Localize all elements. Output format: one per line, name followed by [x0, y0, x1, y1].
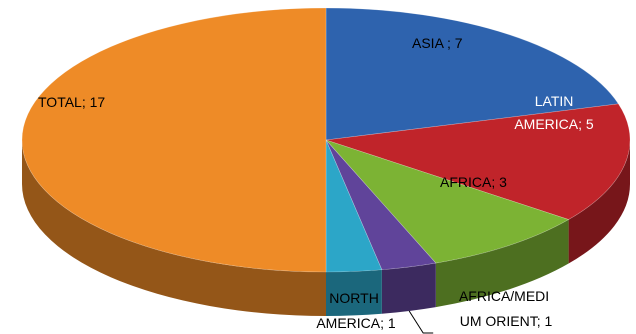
pie-side-africa-medium-orient — [381, 263, 436, 314]
pie-slice-africa-medium-orient — [325, 139, 437, 271]
data-label-north-america: NORTH AMERICA; 1 — [316, 290, 396, 331]
pie-side-north-america — [326, 269, 382, 316]
pie-slice-asia — [325, 7, 619, 141]
data-label-africa-medium-orient: AFRICA/MEDI UM ORIENT; 1 — [459, 288, 553, 329]
pie-side-total — [22, 140, 326, 316]
data-label-latin-america: LATIN AMERICA; 5 — [514, 93, 594, 132]
pie-slice-africa — [325, 139, 570, 264]
data-label-total: TOTAL; 17 — [38, 94, 105, 110]
pie-slice-north-america — [325, 139, 383, 273]
pie-depth-layer — [22, 140, 631, 316]
pie-slice-latin-america — [325, 103, 631, 220]
pie-side-africa — [435, 219, 569, 308]
pie-side-latin-america — [568, 140, 631, 264]
pie-top-layer — [21, 7, 631, 273]
data-label-asia: ASIA ; 7 — [412, 35, 463, 51]
leader-line-africa-medium-orient — [408, 310, 434, 334]
pie-slice-total — [21, 7, 327, 273]
data-label-africa: AFRICA; 3 — [440, 174, 507, 190]
